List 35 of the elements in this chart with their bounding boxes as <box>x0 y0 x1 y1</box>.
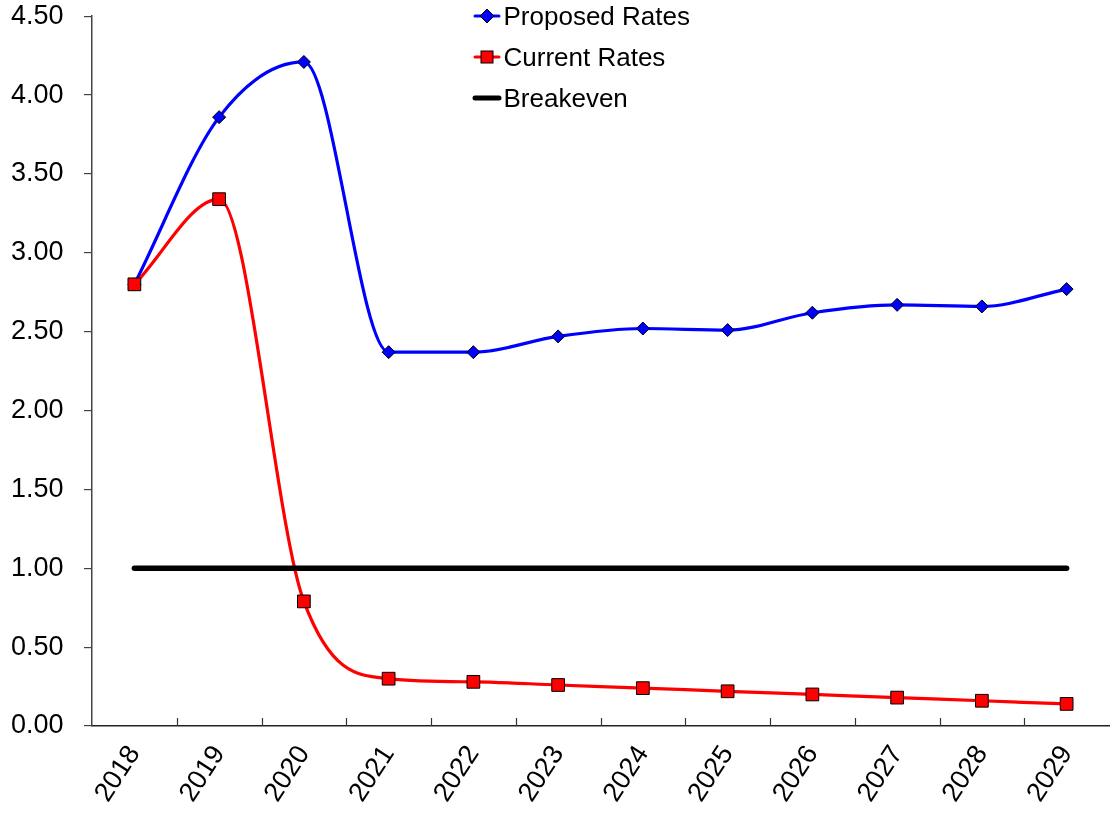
point <box>296 54 311 69</box>
y-tick-label: 2.00 <box>11 393 64 424</box>
point <box>890 690 904 705</box>
point <box>974 299 989 314</box>
point <box>1059 697 1074 711</box>
point <box>212 110 227 125</box>
point <box>381 345 396 360</box>
point <box>975 693 989 708</box>
y-tick-label: 3.50 <box>11 157 64 188</box>
point <box>636 681 650 696</box>
y-tick-label: 1.50 <box>11 472 64 503</box>
point <box>551 329 566 344</box>
point <box>720 684 735 699</box>
y-tick-label: 1.00 <box>11 551 64 582</box>
point <box>1059 282 1074 297</box>
point <box>212 192 226 207</box>
point <box>635 321 650 336</box>
point <box>466 345 481 360</box>
y-tick-label: 3.00 <box>11 236 64 267</box>
legend-label: Proposed Rates <box>503 0 690 31</box>
point <box>805 305 820 320</box>
y-tick-label: 4.00 <box>11 78 64 109</box>
y-tick-label: 0.00 <box>11 709 64 740</box>
point <box>297 594 311 609</box>
point <box>890 297 905 312</box>
y-tick-label: 2.50 <box>11 315 64 346</box>
point <box>381 671 396 686</box>
point <box>720 323 735 338</box>
legend-label: Current Rates <box>503 41 666 72</box>
point <box>805 687 820 702</box>
point <box>551 678 565 692</box>
point <box>466 674 481 689</box>
y-tick-label: 0.50 <box>11 630 64 661</box>
legend-label: Breakeven <box>503 82 628 113</box>
y-tick-label: 4.50 <box>11 0 64 30</box>
